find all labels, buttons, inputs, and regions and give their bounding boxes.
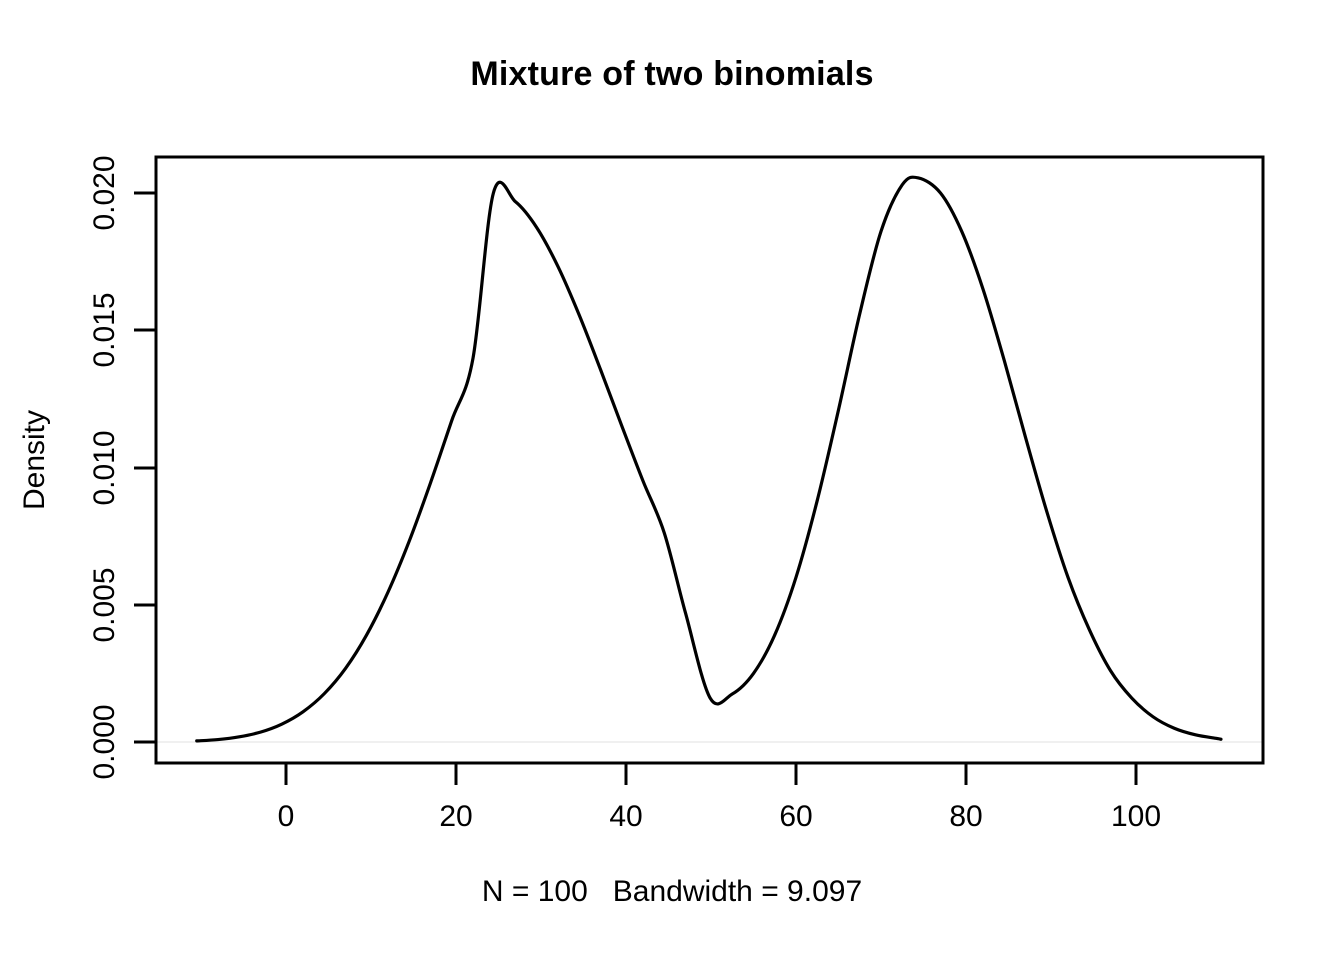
x-tick-label-4: 80: [949, 800, 983, 833]
x-tick-label-3: 60: [779, 800, 813, 833]
x-tick-label-1: 20: [439, 800, 473, 833]
plot-frame: [154, 155, 1265, 765]
y-tick-label-3: 0.015: [88, 292, 121, 368]
x-axis-label: N = 100 Bandwidth = 9.097: [481, 875, 863, 908]
x-tick-label-2: 40: [609, 800, 643, 833]
y-tick-label-2: 0.010: [88, 430, 121, 506]
x-tick-label-5: 100: [1110, 800, 1162, 833]
page-title: Mixture of two binomials: [470, 55, 874, 93]
y-axis-label: Density: [18, 409, 51, 511]
y-axis-ticks: [134, 191, 156, 744]
y-tick-label-4: 0.020: [88, 155, 121, 231]
y-tick-label-0: 0.000: [88, 704, 121, 780]
y-tick-label-1: 0.005: [88, 567, 121, 643]
x-tick-label-0: 0: [277, 800, 295, 833]
x-axis-ticks: [284, 763, 1138, 785]
density-curve: [195, 175, 1223, 743]
